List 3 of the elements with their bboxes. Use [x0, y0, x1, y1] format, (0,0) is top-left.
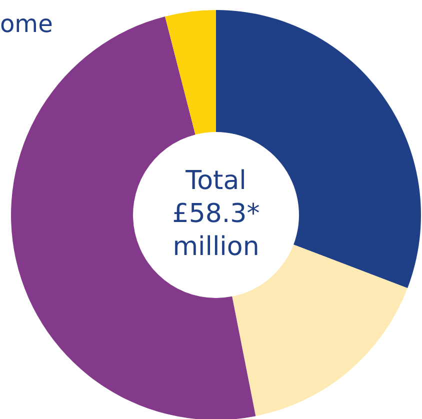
- chart-title: ome: [0, 10, 53, 38]
- donut-slice: [165, 10, 216, 135]
- text: Total £58.3* million: [171, 165, 261, 264]
